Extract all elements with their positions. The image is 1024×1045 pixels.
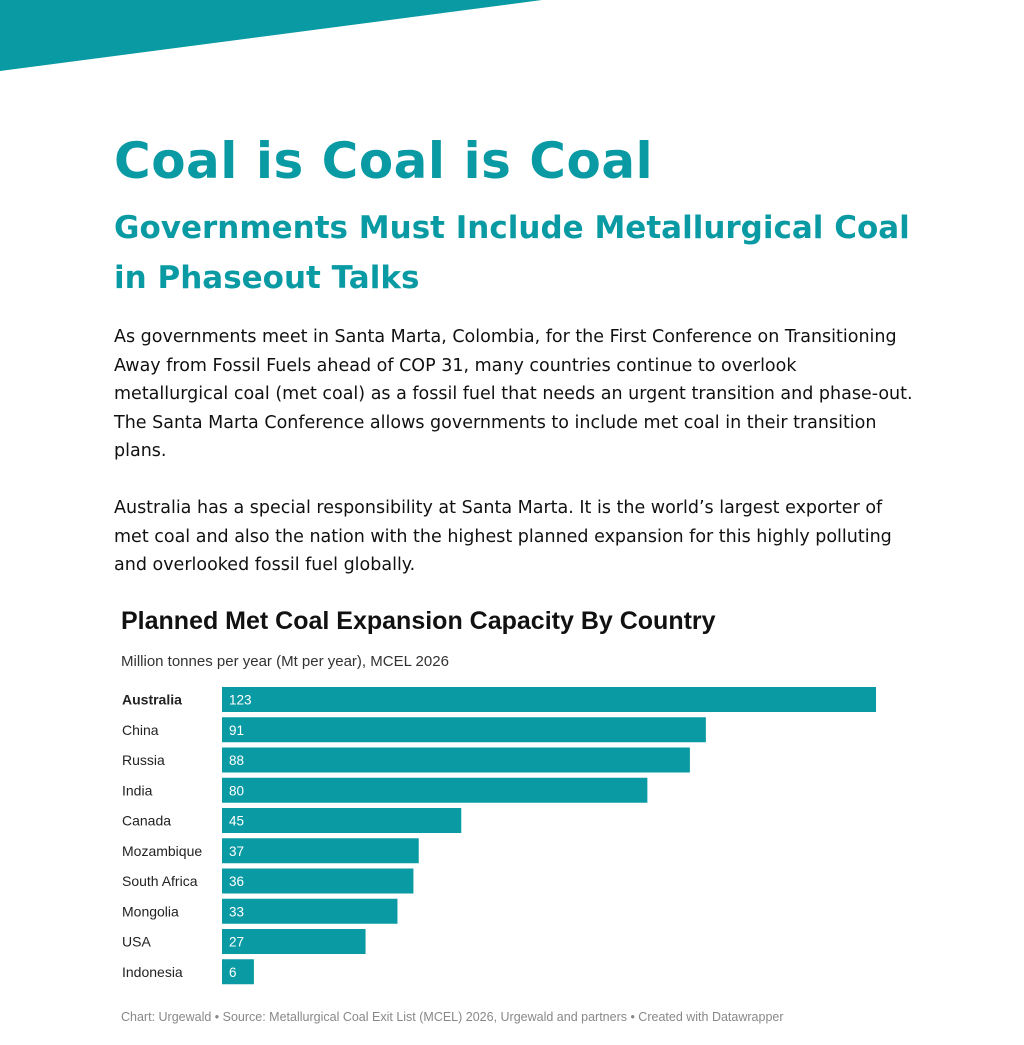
chart-title: Planned Met Coal Expansion Capacity By C… [121,607,716,635]
value-label: 88 [229,753,244,768]
value-label: 27 [229,935,244,950]
bar-russia [222,747,690,773]
page-subtitle: Governments Must Include Metallurgical C… [114,210,910,296]
value-label: 45 [229,814,244,829]
bar-india [222,777,648,803]
category-label: Indonesia [122,964,183,980]
bar-australia [222,687,876,712]
category-label: Russia [122,752,165,768]
bar-canada [222,808,462,833]
bar-china [222,717,706,743]
australia-paragraph: Australia has a special responsibility a… [114,498,892,576]
value-label: 33 [229,904,244,919]
chart-subtitle: Million tonnes per year (Mt per year), M… [121,653,449,670]
value-label: 37 [229,844,244,859]
value-label: 91 [229,723,244,738]
value-label: 36 [229,874,244,889]
category-label: China [122,722,159,738]
category-label: India [122,782,153,798]
category-label: Mozambique [122,843,202,859]
banner-shape [0,0,542,71]
value-label: 123 [229,693,252,708]
header-banner [0,0,542,71]
intro-paragraph: As governments meet in Santa Marta, Colo… [114,327,913,462]
category-label: Mongolia [122,903,179,919]
category-label: South Africa [122,873,198,889]
category-label: USA [122,934,151,950]
bar-indonesia [222,959,254,985]
category-label: Canada [122,813,171,829]
bar-mongolia [222,898,398,924]
page-title: Coal is Coal is Coal [114,132,654,190]
bar-south-africa [222,868,414,894]
category-label: Australia [122,692,182,708]
value-label: 80 [229,783,244,798]
chart-footer: Chart: Urgewald • Source: Metallurgical … [121,1010,784,1024]
bar-mozambique [222,838,419,864]
bar-usa [222,929,366,954]
value-label: 6 [229,965,237,980]
